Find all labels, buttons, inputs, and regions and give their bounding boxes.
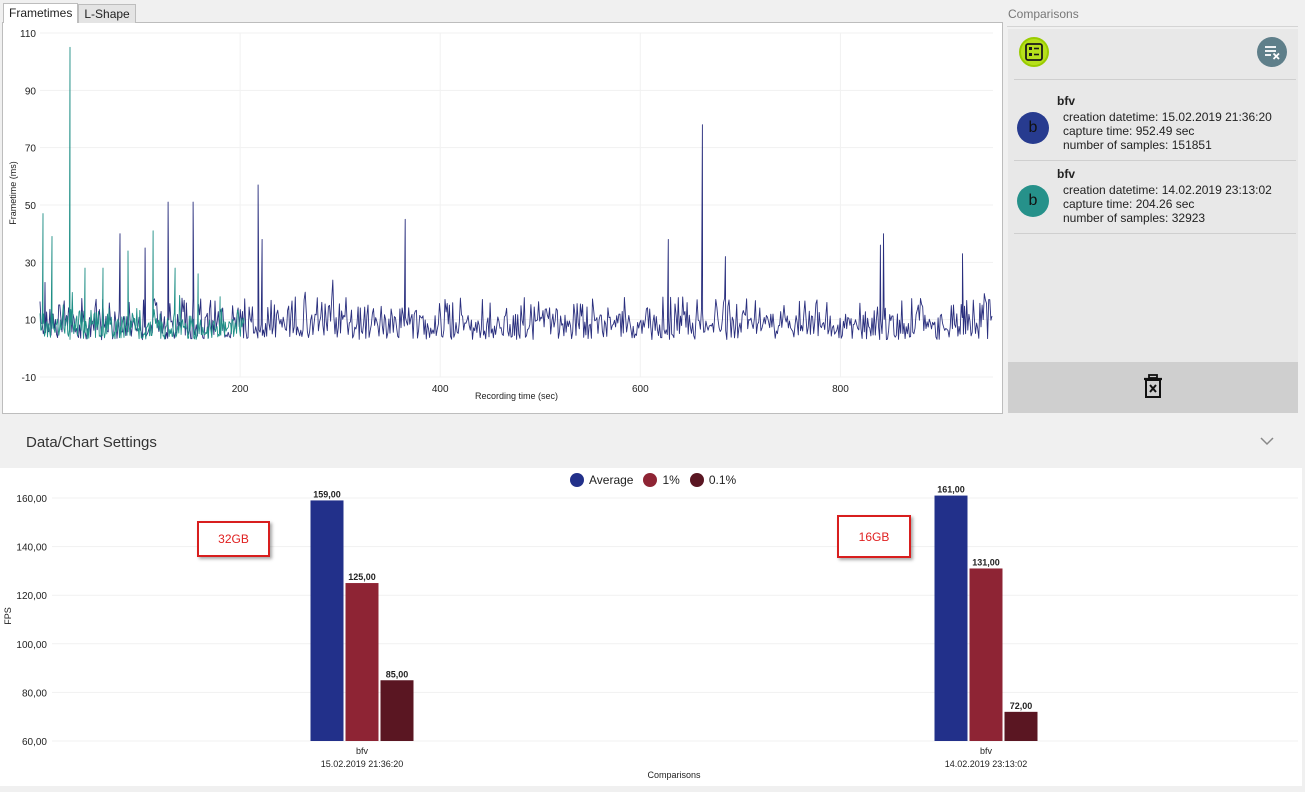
y-tick-label: 60,00 bbox=[22, 737, 47, 748]
annotation-16gb: 16GB bbox=[837, 515, 911, 558]
bar bbox=[310, 500, 344, 741]
bar-value-label: 161,00 bbox=[937, 485, 965, 495]
comparisons-panel: b bfv creation datetime: 15.02.2019 21:3… bbox=[1008, 29, 1298, 413]
comparison-capture-time: capture time: 204.26 sec bbox=[1063, 197, 1195, 211]
y-tick-label: 140,00 bbox=[16, 543, 47, 554]
tab-l-shape[interactable]: L-Shape bbox=[78, 4, 136, 23]
x-tick-label: 800 bbox=[832, 384, 849, 395]
checklist-icon bbox=[1025, 43, 1043, 61]
y-tick-label: 120,00 bbox=[16, 591, 47, 602]
category-sublabel: 15.02.2019 21:36:20 bbox=[321, 759, 404, 769]
chart-tabs: Frametimes L-Shape bbox=[3, 3, 136, 23]
x-tick-label: 600 bbox=[632, 384, 649, 395]
clear-list-icon bbox=[1265, 46, 1280, 60]
y-tick-label: 100,00 bbox=[16, 640, 47, 651]
x-tick-label: 200 bbox=[232, 384, 249, 395]
bar bbox=[969, 568, 1003, 741]
bar bbox=[345, 583, 379, 741]
bar-value-label: 159,00 bbox=[313, 489, 341, 499]
category-sublabel: 14.02.2019 23:13:02 bbox=[945, 759, 1028, 769]
settings-title: Data/Chart Settings bbox=[26, 434, 157, 451]
comparison-creation-datetime: creation datetime: 15.02.2019 21:36:20 bbox=[1063, 110, 1272, 124]
comparisons-divider bbox=[1014, 233, 1296, 234]
comparison-creation-datetime: creation datetime: 14.02.2019 23:13:02 bbox=[1063, 183, 1272, 197]
comparison-capture-time: capture time: 952.49 sec bbox=[1063, 124, 1195, 138]
chevron-down-icon[interactable] bbox=[1260, 436, 1274, 446]
x-axis-label: Comparisons bbox=[647, 770, 701, 780]
bar bbox=[934, 495, 968, 741]
legend-item-average[interactable]: Average bbox=[570, 473, 633, 487]
frametime-chart: 200 400 600 800 110 90 70 50 30 10 -10 Recording ti… bbox=[8, 29, 993, 401]
legend-item-0-1pct[interactable]: 0.1% bbox=[689, 473, 737, 487]
y-tick-label: 30 bbox=[25, 258, 37, 269]
comparisons-divider bbox=[1014, 79, 1296, 80]
legend-swatch bbox=[643, 473, 658, 487]
y-axis-label: Frametime (ms) bbox=[8, 161, 18, 225]
bar-value-label: 72,00 bbox=[1010, 701, 1033, 711]
clear-comparisons-button[interactable] bbox=[1257, 37, 1287, 67]
y-tick-label: 90 bbox=[25, 86, 37, 97]
y-tick-label: 50 bbox=[25, 201, 37, 212]
bar bbox=[380, 680, 414, 741]
tab-frametimes[interactable]: Frametimes bbox=[3, 3, 79, 23]
y-tick-label: 160,00 bbox=[16, 494, 47, 505]
bar-chart-panel: 160,00 140,00 120,00 100,00 80,00 60,00 FPS Com… bbox=[0, 468, 1302, 786]
series-line bbox=[39, 46, 245, 340]
legend-swatch bbox=[689, 473, 704, 487]
y-tick-label: 70 bbox=[25, 144, 37, 155]
legend-label: 1% bbox=[662, 473, 680, 487]
y-tick-label: 80,00 bbox=[22, 688, 47, 699]
legend-item-1pct[interactable]: 1% bbox=[643, 473, 680, 487]
y-tick-label: 10 bbox=[25, 316, 37, 327]
trash-icon[interactable] bbox=[1143, 374, 1163, 398]
series-line bbox=[39, 124, 993, 341]
chart-legend: Average 1% 0.1% bbox=[570, 473, 746, 487]
comparisons-header: Comparisons bbox=[1007, 3, 1298, 27]
comparison-item[interactable]: b bfv creation datetime: 14.02.2019 23:1… bbox=[1008, 165, 1298, 237]
comparison-avatar: b bbox=[1017, 185, 1049, 217]
annotation-32gb: 32GB bbox=[197, 521, 270, 557]
comparison-name: bfv bbox=[1057, 167, 1075, 181]
legend-label: Average bbox=[589, 473, 634, 487]
y-tick-label: -10 bbox=[22, 373, 37, 384]
category-label: bfv bbox=[980, 746, 993, 756]
y-tick-label: 110 bbox=[20, 29, 36, 40]
comparison-avatar: b bbox=[1017, 112, 1049, 144]
comparison-sample-count: number of samples: 151851 bbox=[1063, 138, 1212, 152]
bar-value-label: 125,00 bbox=[348, 572, 376, 582]
bar-value-label: 85,00 bbox=[386, 669, 409, 679]
data-chart-settings-expander[interactable]: Data/Chart Settings bbox=[2, 419, 1298, 465]
x-tick-label: 400 bbox=[432, 384, 449, 395]
legend-label: 0.1% bbox=[708, 473, 737, 487]
category-label: bfv bbox=[356, 746, 369, 756]
comparison-sample-count: number of samples: 32923 bbox=[1063, 211, 1206, 225]
legend-swatch bbox=[570, 473, 584, 487]
comparison-item[interactable]: b bfv creation datetime: 15.02.2019 21:3… bbox=[1008, 92, 1298, 164]
bar-value-label: 131,00 bbox=[972, 557, 1000, 567]
x-axis-label: Recording time (sec) bbox=[475, 391, 558, 401]
y-axis-label: FPS bbox=[3, 607, 13, 625]
comparison-name: bfv bbox=[1057, 94, 1075, 108]
comparisons-footer bbox=[1008, 362, 1298, 413]
bar bbox=[1004, 711, 1038, 741]
comparisons-divider bbox=[1014, 160, 1296, 161]
add-to-comparison-button[interactable] bbox=[1019, 37, 1049, 67]
frametime-chart-panel: 200 400 600 800 110 90 70 50 30 10 -10 Recording ti… bbox=[2, 22, 1003, 414]
fps-bar-chart: 160,00 140,00 120,00 100,00 80,00 60,00 FPS Com… bbox=[3, 485, 1298, 780]
